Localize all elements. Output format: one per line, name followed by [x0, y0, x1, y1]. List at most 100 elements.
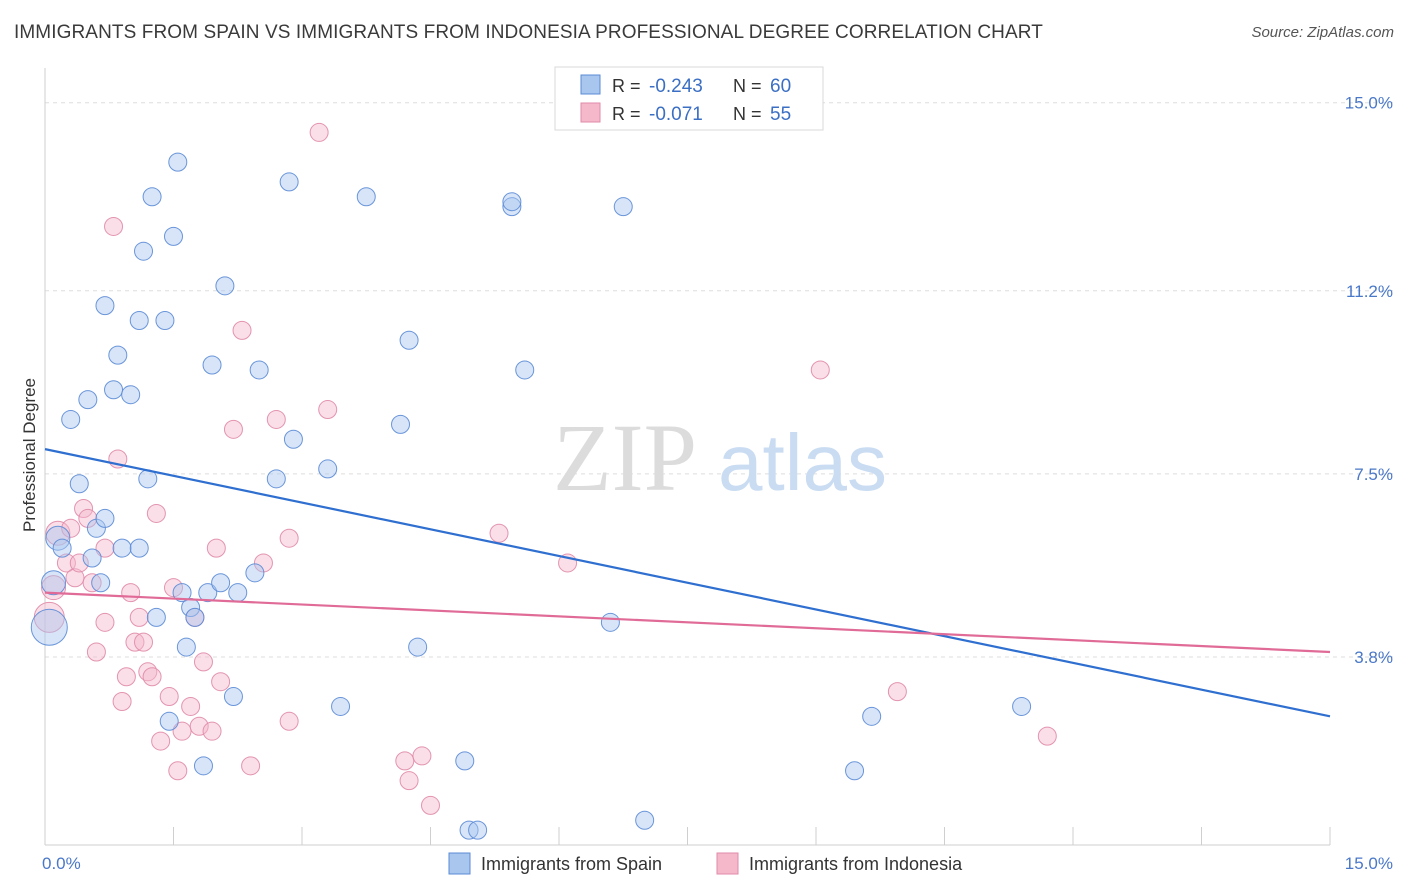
point-spain-56 — [635, 810, 655, 830]
point-indonesia-47 — [421, 795, 440, 815]
legend-r-value-indonesia: -0.071 — [649, 104, 703, 125]
point-spain-53 — [515, 360, 535, 380]
point-spain-27 — [176, 637, 196, 657]
point-spain-43 — [331, 696, 351, 716]
point-indonesia-46 — [412, 746, 432, 766]
point-spain-17 — [129, 310, 149, 330]
x-tick-label-min: 0.0% — [42, 854, 81, 873]
point-spain-35 — [223, 687, 243, 707]
point-spain-41 — [283, 429, 303, 449]
point-indonesia-19 — [129, 607, 149, 627]
point-indonesia-34 — [206, 538, 226, 558]
source-credit: Source: ZipAtlas.com — [1251, 24, 1394, 41]
bottom-legend-swatch-indonesia — [716, 852, 739, 875]
point-indonesia-41 — [279, 528, 299, 548]
point-spain-10 — [95, 508, 115, 528]
point-spain-21 — [146, 607, 166, 627]
watermark: ZIP atlas — [553, 404, 887, 511]
point-spain-52 — [502, 192, 522, 212]
point-spain-14 — [112, 538, 132, 558]
watermark-zip: ZIP — [553, 404, 697, 511]
trend-lines — [44, 448, 1331, 718]
point-indonesia-35 — [211, 672, 231, 692]
point-spain-2 — [45, 525, 71, 551]
point-spain-54 — [600, 612, 620, 632]
point-indonesia-36 — [223, 419, 243, 439]
point-indonesia-20 — [134, 632, 154, 652]
point-indonesia-40 — [266, 409, 286, 429]
point-indonesia-6 — [69, 553, 89, 573]
trend-line-spain — [44, 448, 1331, 718]
point-spain-29 — [185, 607, 205, 627]
y-tick-label-2: 11.2% — [1346, 282, 1393, 301]
point-indonesia-11 — [95, 612, 115, 632]
point-indonesia-12 — [95, 538, 115, 558]
point-spain-24 — [164, 226, 183, 246]
point-spain-44 — [356, 187, 376, 207]
point-indonesia-33 — [202, 721, 222, 741]
bottom-legend-label-indonesia: Immigrants from Indonesia — [749, 854, 963, 874]
point-spain-23 — [159, 711, 179, 731]
legend-r-label-spain: R = — [612, 76, 641, 96]
legend-swatch-indonesia — [580, 102, 601, 123]
point-indonesia-27 — [168, 761, 188, 781]
point-spain-26 — [172, 583, 192, 603]
point-spain-37 — [245, 563, 265, 583]
point-spain-55 — [613, 197, 633, 217]
point-indonesia-29 — [181, 696, 201, 716]
point-spain-46 — [399, 330, 419, 350]
point-spain-45 — [391, 414, 411, 434]
point-indonesia-7 — [74, 499, 94, 519]
legend-r-value-spain: -0.243 — [649, 76, 703, 97]
point-indonesia-16 — [116, 667, 136, 687]
trend-line-indonesia — [44, 591, 1331, 654]
point-indonesia-32 — [193, 652, 213, 672]
point-indonesia-50 — [810, 360, 830, 380]
point-spain-58 — [862, 706, 882, 726]
bottom-legend-label-spain: Immigrants from Spain — [481, 854, 662, 874]
point-spain-33 — [211, 573, 231, 593]
point-spain-16 — [129, 538, 149, 558]
bottom-legend-swatch-spain — [448, 852, 471, 875]
point-spain-48 — [455, 751, 475, 771]
point-indonesia-38 — [241, 756, 261, 776]
point-indonesia-44 — [395, 751, 415, 771]
point-indonesia-31 — [189, 716, 209, 736]
point-spain-31 — [198, 583, 218, 603]
point-spain-15 — [121, 385, 141, 405]
point-spain-39 — [266, 469, 286, 489]
axes — [44, 68, 1331, 846]
point-indonesia-17 — [121, 583, 141, 603]
point-spain-51 — [502, 197, 522, 217]
y-tick-label-1: 7.5% — [1354, 465, 1393, 484]
point-indonesia-51 — [887, 682, 907, 702]
point-indonesia-37 — [232, 320, 252, 340]
chart-title: IMMIGRANTS FROM SPAIN VS IMMIGRANTS FROM… — [14, 22, 1043, 43]
point-indonesia-4 — [61, 518, 81, 538]
point-spain-5 — [69, 474, 89, 494]
point-indonesia-15 — [112, 691, 132, 711]
point-indonesia-24 — [151, 731, 171, 751]
legend-n-value-spain: 60 — [770, 76, 791, 97]
point-spain-30 — [193, 756, 213, 776]
legend-swatch-spain — [580, 74, 601, 95]
point-spain-34 — [215, 276, 235, 296]
point-indonesia-45 — [399, 771, 419, 791]
point-indonesia-23 — [146, 503, 166, 523]
y-tick-label-0: 3.8% — [1354, 648, 1393, 667]
bottom-legend: Immigrants from Spain Immigrants from In… — [448, 852, 963, 875]
point-spain-38 — [249, 360, 269, 380]
y-tick-label-3: 15.0% — [1345, 94, 1393, 113]
point-spain-32 — [202, 355, 222, 375]
point-spain-6 — [78, 390, 98, 410]
point-indonesia-52 — [1037, 726, 1057, 746]
point-spain-22 — [155, 310, 175, 330]
point-spain-42 — [318, 459, 338, 479]
point-spain-0 — [30, 608, 68, 646]
legend: R = -0.243 N = 60 R = -0.071 N = 55 — [554, 66, 824, 131]
point-spain-25 — [168, 152, 188, 172]
point-indonesia-5 — [65, 568, 85, 588]
point-spain-1 — [41, 570, 67, 596]
point-spain-50 — [468, 820, 488, 840]
